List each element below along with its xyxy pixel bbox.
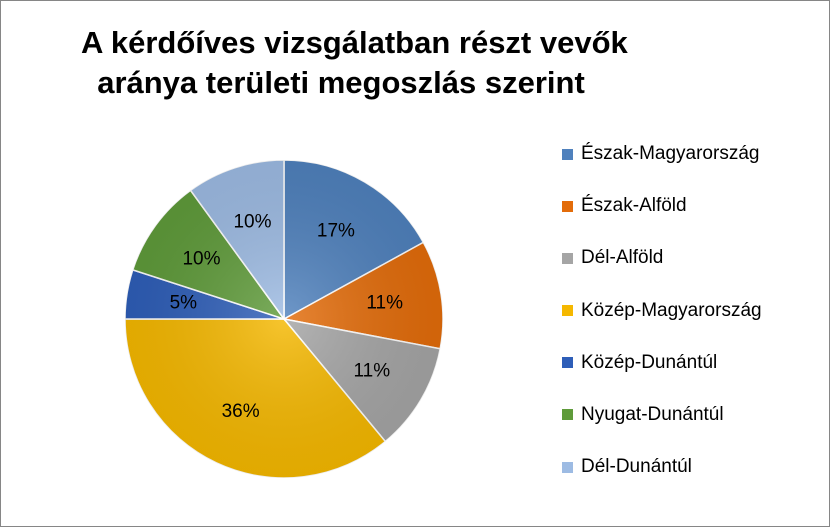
legend-item-7: Dél-Dunántúl <box>562 454 762 480</box>
chart-title-line-2: aránya területi megoszlás szerint <box>97 65 585 100</box>
pie-data-labels: 17% 11% 11% 36% 5% 10% 10% <box>170 212 404 422</box>
pie-slices <box>124 159 444 479</box>
legend-label: Közép-Dunántúl <box>581 351 718 373</box>
legend-item-6: Nyugat-Dunántúl <box>562 402 762 428</box>
pie-data-label-1: 17% <box>317 221 355 242</box>
legend-label: Észak-Alföld <box>581 195 687 217</box>
legend: Észak-Magyarország Észak-Alföld Dél-Alföld… <box>562 141 762 506</box>
pie-data-label-2: 11% <box>366 293 403 314</box>
legend-item-3: Dél-Alföld <box>562 245 762 271</box>
pie-data-label-4: 36% <box>222 401 260 422</box>
legend-item-5: Közép-Dunántúl <box>562 350 762 376</box>
legend-label: Dél-Alföld <box>581 247 664 269</box>
legend-label: Nyugat-Dunántúl <box>581 403 724 425</box>
pie-data-label-5: 5% <box>170 293 198 314</box>
legend-swatch <box>562 357 573 369</box>
legend-swatch <box>562 409 573 421</box>
chart-title-line-1: A kérdőíves vizsgálatban részt vevők <box>81 25 628 60</box>
legend-swatch <box>562 252 573 264</box>
legend-label: Észak-Magyarország <box>581 143 760 164</box>
legend-swatch <box>562 461 573 473</box>
pie-data-label-7: 10% <box>233 212 271 233</box>
pie-data-label-3: 11% <box>353 360 390 381</box>
legend-label: Dél-Dunántúl <box>581 456 692 478</box>
pie-data-label-6: 10% <box>182 249 220 270</box>
legend-swatch <box>562 148 573 160</box>
legend-swatch <box>562 200 573 212</box>
legend-label: Közép-Magyarország <box>581 299 762 321</box>
legend-item-2: Észak-Alföld <box>562 193 762 219</box>
legend-item-4: Közép-Magyarország <box>562 298 762 324</box>
chart-title: A kérdőíves vizsgálatban részt vevők ará… <box>81 23 628 103</box>
legend-item-1: Észak-Magyarország <box>562 141 762 167</box>
legend-swatch <box>562 305 573 317</box>
